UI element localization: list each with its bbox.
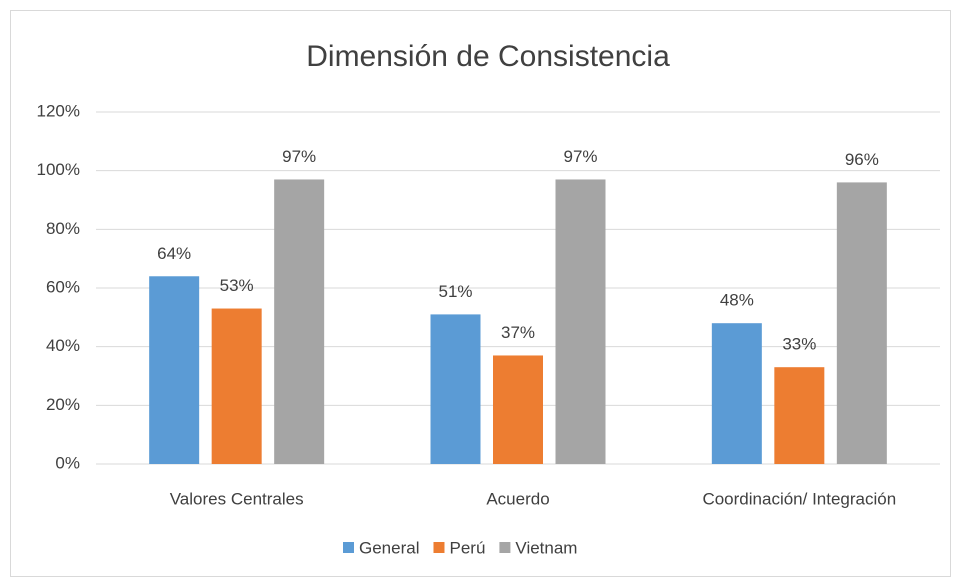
bar <box>149 276 200 464</box>
bar <box>493 355 543 464</box>
bar <box>774 367 825 464</box>
legend-swatch <box>343 542 354 553</box>
bar <box>836 182 887 464</box>
legend-swatch <box>499 542 511 553</box>
data-label: 96% <box>845 150 879 169</box>
data-label: 51% <box>438 282 472 301</box>
bar <box>711 323 762 464</box>
legend-label: Vietnam <box>515 538 577 557</box>
x-tick-label: Acuerdo <box>486 489 549 508</box>
y-tick-label: 120% <box>37 101 80 120</box>
y-tick-label: 20% <box>46 395 80 414</box>
data-label: 37% <box>501 323 535 342</box>
y-tick-label: 60% <box>46 277 80 296</box>
y-tick-label: 40% <box>46 336 80 355</box>
bar <box>211 308 262 464</box>
data-label: 48% <box>720 291 754 310</box>
bar <box>430 314 481 464</box>
y-tick-label: 0% <box>55 453 80 472</box>
data-label: 97% <box>282 147 316 166</box>
chart-title: Dimensión de Consistencia <box>306 40 670 73</box>
data-label: 53% <box>220 276 254 295</box>
data-label: 97% <box>563 147 597 166</box>
x-tick-label: Coordinación/ Integración <box>702 489 896 508</box>
legend-swatch <box>433 542 445 553</box>
data-label: 64% <box>157 244 191 263</box>
y-tick-label: 100% <box>37 160 80 179</box>
y-tick-label: 80% <box>46 219 80 238</box>
x-tick-label: Valores Centrales <box>170 489 304 508</box>
legend-label: Perú <box>449 538 485 557</box>
bar <box>274 179 325 464</box>
data-label: 33% <box>782 335 816 354</box>
legend-label: General <box>359 538 419 557</box>
bar <box>555 179 606 464</box>
